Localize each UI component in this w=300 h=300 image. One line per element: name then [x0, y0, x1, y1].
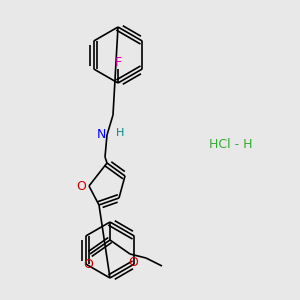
Text: N: N — [97, 128, 106, 142]
Text: HCl - H: HCl - H — [209, 139, 253, 152]
Text: F: F — [114, 56, 122, 70]
Text: O: O — [128, 256, 138, 268]
Text: H: H — [116, 128, 124, 138]
Text: O: O — [83, 257, 93, 271]
Text: O: O — [76, 179, 86, 193]
